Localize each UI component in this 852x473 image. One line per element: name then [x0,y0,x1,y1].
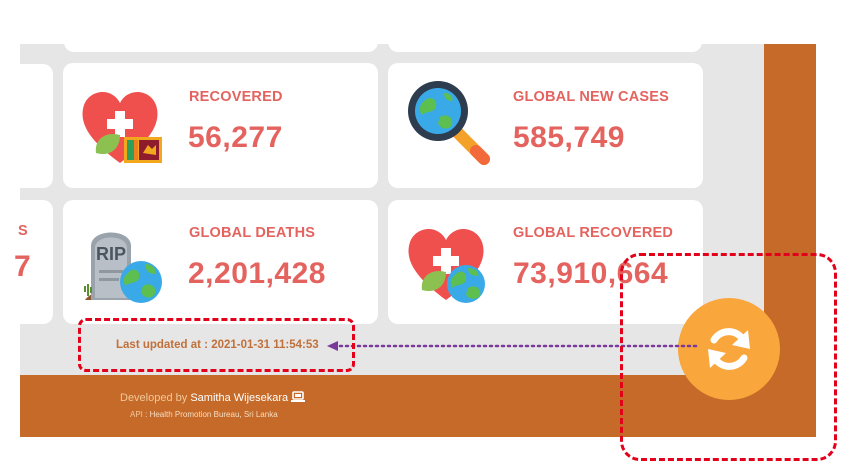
refresh-icon [708,328,750,370]
refresh-button[interactable] [678,298,780,400]
stat-card-top-left [64,28,378,52]
stat-label: RECOVERED [189,89,283,105]
api-credit: API : Health Promotion Bureau, Sri Lanka [130,410,278,419]
stat-value: 56,277 [188,121,283,154]
stat-label: GLOBAL NEW CASES [513,89,669,105]
annotation-box-last-updated [78,318,355,372]
stat-card-top-right [388,28,702,52]
stat-value: 2,201,428 [188,257,326,290]
developer-credit: Developed by Samitha Wijesekara [120,391,306,404]
stat-value: 7 [14,250,32,283]
dashboard: S 7 RECOVERED 56,277 GLOBAL NEW [8,28,816,437]
api-label: API [130,410,143,419]
stat-card-recovered: RECOVERED 56,277 [63,63,378,188]
heart-globe-icon [408,228,485,303]
tombstone-text: RIP [96,244,126,264]
stat-card-global-recovered: GLOBAL RECOVERED 73,910,664 [388,200,703,324]
api-source: : Health Promotion Bureau, Sri Lanka [142,410,278,419]
annotation-box-refresh [620,253,837,461]
laptop-icon [291,391,306,402]
developed-by-label: Developed by [120,392,188,404]
stat-value: 585,749 [513,121,625,154]
magnifier-globe-icon [408,81,490,165]
heart-flag-icon [82,91,162,163]
stat-card-global-deaths: RIP GLOBAL DEATHS 2,201,428 [63,200,378,324]
tombstone-globe-icon: RIP [84,232,162,303]
stat-card-global-new-cases: GLOBAL NEW CASES 585,749 [388,63,703,188]
stat-card-partial-top [8,64,53,188]
developer-name-link[interactable]: Samitha Wijesekara [190,392,289,404]
stat-label: S [18,223,28,239]
footer [20,375,816,437]
last-updated-text: Last updated at : 2021-01-31 11:54:53 [116,339,319,351]
stat-card-partial-bottom: S 7 [8,200,53,324]
stat-label: GLOBAL DEATHS [189,225,316,241]
stat-label: GLOBAL RECOVERED [513,225,674,241]
stat-value: 73,910,664 [513,257,669,290]
